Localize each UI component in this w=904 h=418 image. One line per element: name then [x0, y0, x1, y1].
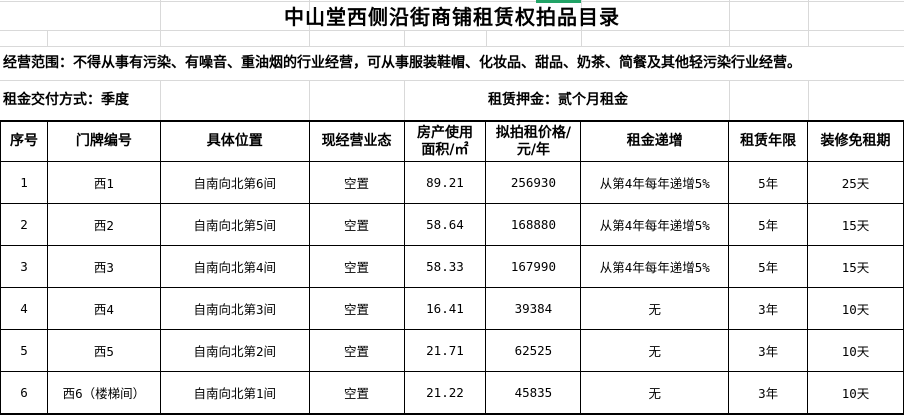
cell-rent-free[interactable]: 15天: [807, 203, 904, 246]
table-row: 6 西6（楼梯间） 自南向北第1间 空置 21.22 45835 无 3年 10天: [0, 371, 904, 415]
lot-table: 序号 门牌编号 具体位置 现经营业态 房产使用 面积/㎡ 拟拍租价格/元/年 租金递增 租赁年限…: [0, 120, 904, 415]
cell-door-number[interactable]: 西4: [46, 287, 161, 330]
cell-current-use[interactable]: 空置: [308, 371, 405, 415]
header-location[interactable]: 具体位置: [159, 120, 310, 162]
cell-rent-free[interactable]: 10天: [807, 287, 904, 330]
cell-price[interactable]: 168880: [485, 203, 582, 246]
cell-door-number[interactable]: 西2: [46, 203, 161, 246]
cell-rent-increase[interactable]: 无: [580, 329, 730, 372]
cell-price[interactable]: 256930: [485, 161, 582, 204]
cell-door-number[interactable]: 西6（楼梯间）: [46, 371, 161, 415]
deposit[interactable]: 租赁押金：贰个月租金: [488, 92, 628, 108]
header-price[interactable]: 拟拍租价格/元/年: [485, 120, 582, 162]
cell-current-use[interactable]: 空置: [308, 287, 405, 330]
cell-price[interactable]: 39384: [485, 287, 582, 330]
cell-location[interactable]: 自南向北第4间: [159, 245, 310, 288]
cell-term[interactable]: 3年: [728, 287, 809, 330]
cell-door-number[interactable]: 西1: [46, 161, 161, 204]
cell-index[interactable]: 3: [0, 245, 48, 288]
cell-rent-increase[interactable]: 从第4年每年递增5%: [580, 203, 730, 246]
cell-rent-increase[interactable]: 无: [580, 287, 730, 330]
cell-term[interactable]: 5年: [728, 203, 809, 246]
header-current-use[interactable]: 现经营业态: [308, 120, 405, 162]
cell-location[interactable]: 自南向北第1间: [159, 371, 310, 415]
header-row: 序号 门牌编号 具体位置 现经营业态 房产使用 面积/㎡ 拟拍租价格/元/年 租金递增 租赁年限…: [0, 120, 904, 162]
payment-method[interactable]: 租金交付方式：季度: [3, 92, 129, 108]
table-row: 2 西2 自南向北第5间 空置 58.64 168880 从第4年每年递增5% 5年 15天: [0, 203, 904, 246]
table-row: 1 西1 自南向北第6间 空置 89.21 256930 从第4年每年递增5% 5年 25天: [0, 161, 904, 204]
cell-price[interactable]: 62525: [485, 329, 582, 372]
cell-term[interactable]: 3年: [728, 329, 809, 372]
cell-current-use[interactable]: 空置: [308, 245, 405, 288]
table-row: 4 西4 自南向北第3间 空置 16.41 39384 无 3年 10天: [0, 287, 904, 330]
cell-term[interactable]: 5年: [728, 245, 809, 288]
cell-price[interactable]: 167990: [485, 245, 582, 288]
cell-area[interactable]: 16.41: [403, 287, 487, 330]
cell-term[interactable]: 3年: [728, 371, 809, 415]
table-row: 3 西3 自南向北第4间 空置 58.33 167990 从第4年每年递增5% 5年 15天: [0, 245, 904, 288]
table-row: 5 西5 自南向北第2间 空置 21.71 62525 无 3年 10天: [0, 329, 904, 372]
cell-current-use[interactable]: 空置: [308, 203, 405, 246]
cell-area[interactable]: 89.21: [403, 161, 487, 204]
header-term[interactable]: 租赁年限: [728, 120, 809, 162]
cell-current-use[interactable]: 空置: [308, 329, 405, 372]
cell-location[interactable]: 自南向北第6间: [159, 161, 310, 204]
cell-rent-increase[interactable]: 无: [580, 371, 730, 415]
header-area[interactable]: 房产使用 面积/㎡: [403, 120, 487, 162]
cell-rent-free[interactable]: 25天: [807, 161, 904, 204]
cell-door-number[interactable]: 西3: [46, 245, 161, 288]
cell-current-use[interactable]: 空置: [308, 161, 405, 204]
cell-area[interactable]: 58.64: [403, 203, 487, 246]
header-rent-increase[interactable]: 租金递增: [580, 120, 730, 162]
cell-index[interactable]: 5: [0, 329, 48, 372]
header-door-number[interactable]: 门牌编号: [46, 120, 161, 162]
cell-rent-free[interactable]: 10天: [807, 329, 904, 372]
business-scope-note[interactable]: 经营范围：不得从事有污染、有噪音、重油烟的行业经营，可从事服装鞋帽、化妆品、甜品…: [3, 55, 801, 71]
cell-rent-free[interactable]: 15天: [807, 245, 904, 288]
cell-price[interactable]: 45835: [485, 371, 582, 415]
cell-area[interactable]: 21.22: [403, 371, 487, 415]
cell-door-number[interactable]: 西5: [46, 329, 161, 372]
cell-index[interactable]: 6: [0, 371, 48, 415]
cell-location[interactable]: 自南向北第2间: [159, 329, 310, 372]
cell-index[interactable]: 4: [0, 287, 48, 330]
cell-area[interactable]: 58.33: [403, 245, 487, 288]
header-index[interactable]: 序号: [0, 120, 48, 162]
sheet-title[interactable]: 中山堂西侧沿街商铺租赁权拍品目录: [284, 5, 620, 29]
cell-rent-increase[interactable]: 从第4年每年递增5%: [580, 245, 730, 288]
selected-cell-indicator: [536, 0, 581, 3]
cell-location[interactable]: 自南向北第3间: [159, 287, 310, 330]
cell-area[interactable]: 21.71: [403, 329, 487, 372]
cell-term[interactable]: 5年: [728, 161, 809, 204]
cell-rent-increase[interactable]: 从第4年每年递增5%: [580, 161, 730, 204]
header-rent-free[interactable]: 装修免租期: [807, 120, 904, 162]
cell-rent-free[interactable]: 10天: [807, 371, 904, 415]
cell-location[interactable]: 自南向北第5间: [159, 203, 310, 246]
cell-index[interactable]: 1: [0, 161, 48, 204]
cell-index[interactable]: 2: [0, 203, 48, 246]
